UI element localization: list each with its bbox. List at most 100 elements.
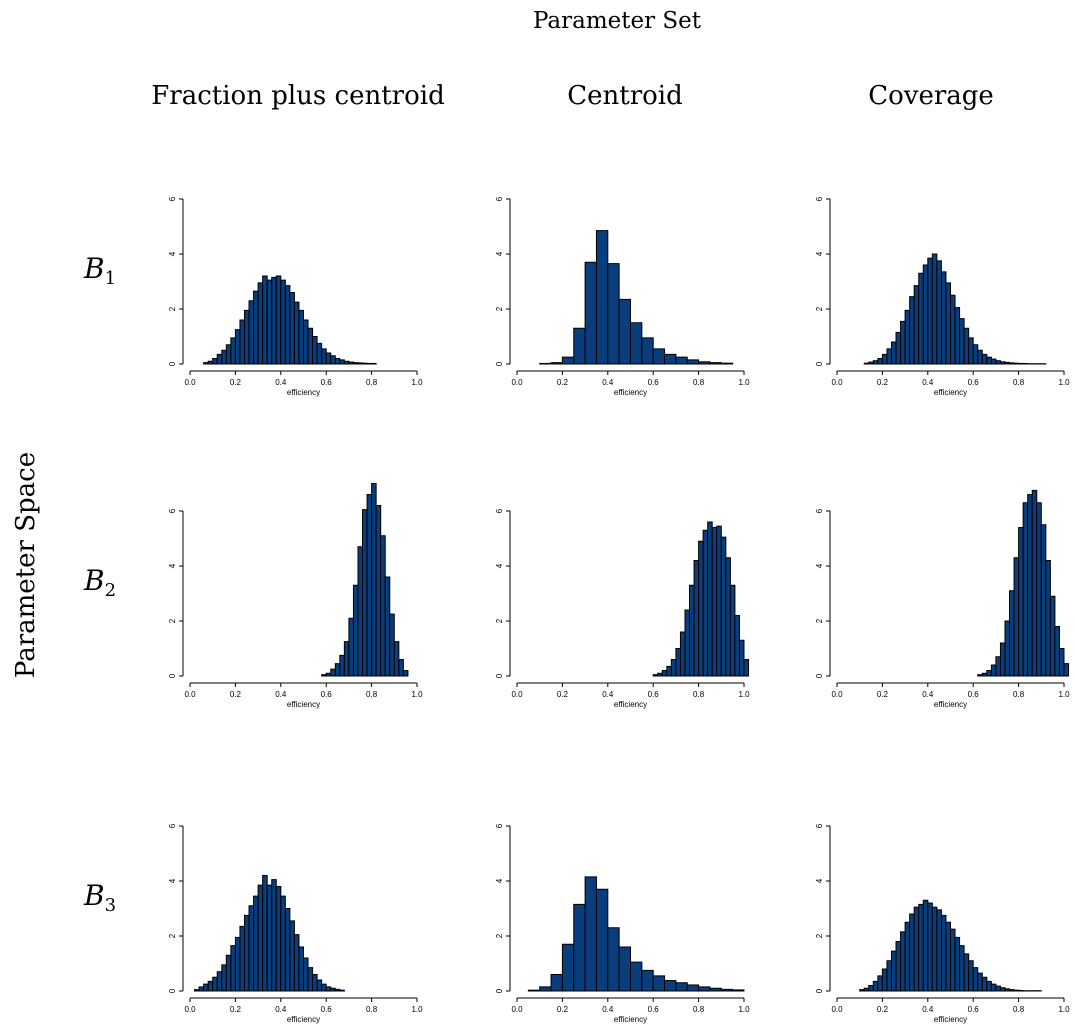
- column-header-2: Coverage: [868, 81, 994, 111]
- histogram-bar: [936, 260, 942, 365]
- x-tick-label: 0.8: [1013, 690, 1025, 699]
- x-axis-label: efficiency: [934, 388, 967, 397]
- histogram-bar: [881, 353, 888, 365]
- histogram-bar: [895, 941, 902, 992]
- histogram-bar: [221, 964, 227, 992]
- histogram-bar: [339, 989, 345, 992]
- histogram-bar: [366, 362, 373, 365]
- histogram-bar: [584, 876, 597, 992]
- histogram-bar: [212, 358, 218, 365]
- histogram-bar: [275, 886, 282, 992]
- x-tick-label: 0.2: [230, 378, 242, 387]
- histogram-bar: [262, 275, 268, 365]
- histogram-bar: [877, 975, 883, 992]
- histogram-bar: [977, 674, 983, 677]
- histogram-bar: [330, 355, 336, 365]
- x-axis-label: efficiency: [287, 1015, 320, 1024]
- x-tick-label: 0.2: [557, 1005, 569, 1014]
- histogram-bar: [698, 361, 711, 365]
- histogram-bar: [709, 987, 722, 992]
- histogram-bar: [990, 664, 997, 677]
- y-tick-label: 2: [168, 933, 177, 938]
- histogram-bar: [904, 309, 911, 365]
- histogram-bar: [945, 282, 952, 365]
- histogram-bar: [959, 945, 965, 992]
- histogram-bar: [999, 987, 1006, 992]
- histogram-bar: [303, 957, 309, 992]
- x-axis-label: efficiency: [287, 700, 320, 709]
- histogram-bar: [348, 361, 354, 365]
- histogram-bar: [922, 264, 929, 365]
- histogram-bar: [334, 988, 341, 992]
- histogram-bar: [561, 356, 575, 365]
- histogram-panel-0: 0.0 0.2 0.4 0.6 0.8 1.0 efficiency 0 2 4 6: [168, 196, 423, 397]
- histogram-bar: [729, 584, 736, 677]
- histogram-bar: [203, 362, 209, 365]
- y-tick-label: 0: [168, 673, 177, 678]
- x-tick-label: 0.4: [275, 378, 287, 387]
- histogram-bar: [630, 322, 643, 365]
- histogram-bar: [303, 319, 309, 365]
- histogram-bar: [675, 648, 681, 677]
- row-label-1: B2: [83, 564, 116, 601]
- histogram-bar: [954, 307, 961, 365]
- histogram-bar: [900, 320, 906, 365]
- y-tick-label: 6: [495, 823, 504, 828]
- histogram-bar: [720, 988, 734, 992]
- histogram-bar: [1013, 362, 1020, 365]
- histogram-bar: [986, 980, 992, 992]
- y-tick-label: 4: [815, 251, 824, 256]
- histogram-bar: [561, 943, 575, 992]
- histogram-bar: [362, 509, 368, 677]
- histogram-bar: [945, 921, 952, 992]
- histogram-bar: [918, 272, 924, 365]
- x-tick-label: 0.4: [922, 378, 934, 387]
- histogram-bar: [1009, 989, 1015, 992]
- histogram-bar: [307, 967, 314, 992]
- histogram-bar: [986, 356, 992, 365]
- x-axis-label: efficiency: [614, 1015, 647, 1024]
- x-tick-label: 0.4: [602, 690, 614, 699]
- column-header-0: Fraction plus centroid: [151, 81, 444, 111]
- x-tick-label: 1.0: [738, 1005, 750, 1014]
- histogram-bar: [595, 230, 609, 365]
- histogram-bar: [675, 982, 688, 992]
- histogram-bar: [716, 525, 722, 677]
- histogram-bar: [689, 584, 695, 677]
- histogram-bar: [266, 279, 273, 365]
- histogram-bar: [1040, 524, 1047, 677]
- histogram-bar: [720, 362, 734, 365]
- histogram-bar: [243, 309, 250, 365]
- histogram-bar: [686, 984, 700, 992]
- histogram-bar: [684, 609, 691, 677]
- histogram-bar: [981, 672, 988, 677]
- histogram-bar: [402, 670, 409, 677]
- histogram-bar: [271, 276, 277, 365]
- histogram-bar: [977, 972, 983, 992]
- x-tick-label: 0.2: [877, 378, 889, 387]
- y-tick-label: 2: [495, 618, 504, 623]
- histogram-bar: [1013, 557, 1020, 677]
- histogram-bar: [253, 290, 259, 365]
- y-tick-label: 4: [815, 563, 824, 568]
- histogram-bar: [221, 349, 227, 365]
- row-label-2: B3: [83, 879, 116, 916]
- y-tick-label: 0: [815, 988, 824, 993]
- histogram-bar: [990, 358, 997, 365]
- x-tick-label: 1.0: [738, 378, 750, 387]
- histogram-bar: [230, 945, 236, 992]
- histogram-bar: [707, 521, 713, 677]
- x-tick-label: 0.2: [230, 690, 242, 699]
- x-tick-label: 1.0: [411, 1005, 423, 1014]
- column-header-1: Centroid: [567, 81, 683, 111]
- histogram-bar: [664, 980, 677, 992]
- x-tick-label: 0.0: [831, 378, 843, 387]
- histogram-bar: [872, 360, 879, 365]
- histogram-panel-7: 0.0 0.2 0.4 0.6 0.8 1.0 efficiency 0 2 4 6: [495, 823, 750, 1024]
- histogram-bar: [652, 674, 659, 677]
- x-tick-label: 0.8: [693, 690, 705, 699]
- histogram-bar: [720, 536, 727, 677]
- y-tick-label: 4: [815, 878, 824, 883]
- x-tick-label: 0.8: [693, 1005, 705, 1014]
